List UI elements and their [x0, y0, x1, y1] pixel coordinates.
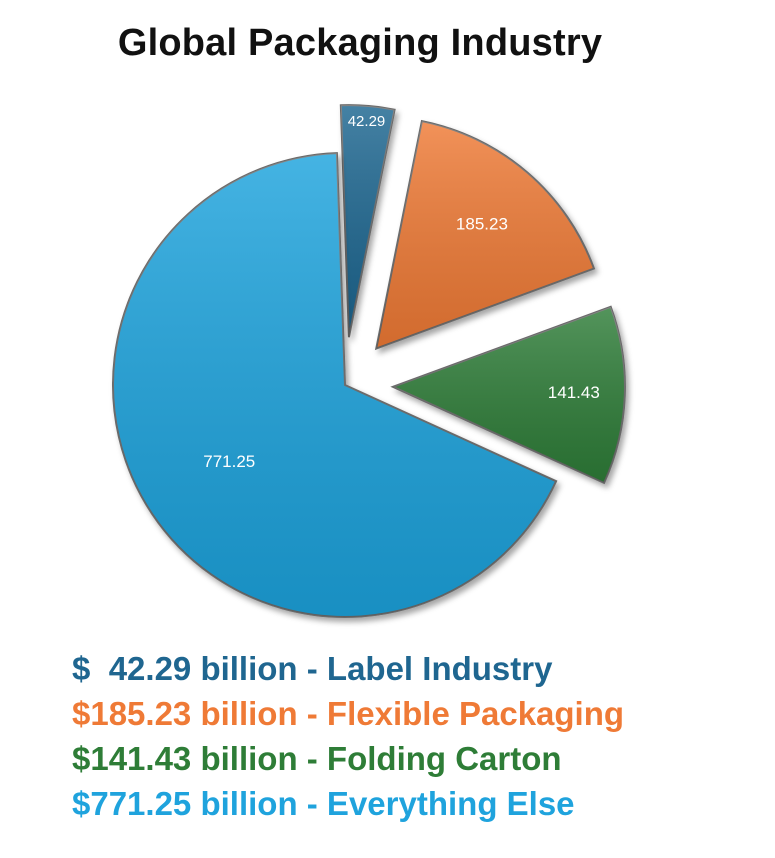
legend-item-label-industry: $ 42.29 billion - Label Industry: [72, 650, 553, 687]
slice-value-label-folding-carton: 141.43: [548, 383, 600, 402]
slice-value-label-everything-else: 771.25: [203, 452, 255, 471]
pie-slice-gloss-everything-else: [112, 153, 557, 617]
legend-item-flexible-packaging: $185.23 billion - Flexible Packaging: [72, 695, 625, 732]
pie-slice-gloss-folding-carton: [392, 306, 625, 483]
slice-value-label-flexible-packaging: 185.23: [456, 215, 508, 234]
legend: $ 42.29 billion - Label Industry $185.23…: [72, 646, 624, 826]
slice-value-label-label-industry: 42.29: [348, 113, 386, 130]
legend-item-folding-carton: $141.43 billion - Folding Carton: [72, 740, 562, 777]
pie-slice-gloss-label-industry: [340, 105, 395, 338]
chart-title: Global Packaging Industry: [117, 22, 603, 64]
legend-item-everything-else: $771.25 billion - Everything Else: [72, 785, 575, 822]
pie-slice-gloss-flexible-packaging: [376, 121, 595, 349]
